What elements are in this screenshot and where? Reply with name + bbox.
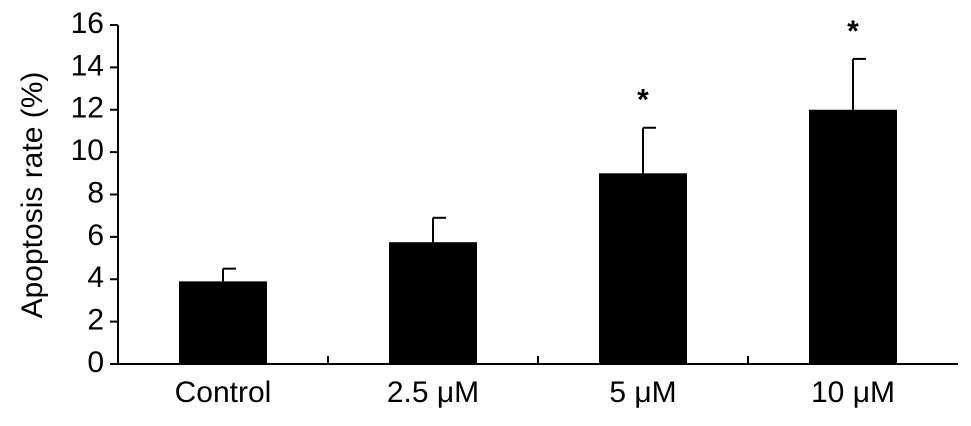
- x-tick-label: 5 μM: [609, 376, 676, 409]
- y-tick-label: 8: [87, 176, 104, 209]
- bar: [599, 173, 687, 364]
- y-tick-label: 4: [87, 261, 104, 294]
- significance-marker: *: [847, 15, 859, 48]
- bar: [389, 242, 477, 364]
- y-tick-label: 12: [71, 92, 104, 125]
- y-tick-label: 16: [71, 7, 104, 40]
- y-tick-label: 10: [71, 134, 104, 167]
- y-tick-label: 6: [87, 219, 104, 252]
- bar: [809, 109, 897, 364]
- y-tick-label: 2: [87, 304, 104, 337]
- y-tick-label: 14: [71, 49, 104, 82]
- significance-marker: *: [637, 84, 649, 117]
- y-axis-label: Apoptosis rate (%): [16, 72, 49, 319]
- x-tick-label: 10 μM: [811, 376, 895, 409]
- x-tick-label: Control: [175, 376, 272, 409]
- x-tick-label: 2.5 μM: [387, 376, 479, 409]
- bar: [179, 281, 267, 364]
- y-tick-label: 0: [87, 346, 104, 379]
